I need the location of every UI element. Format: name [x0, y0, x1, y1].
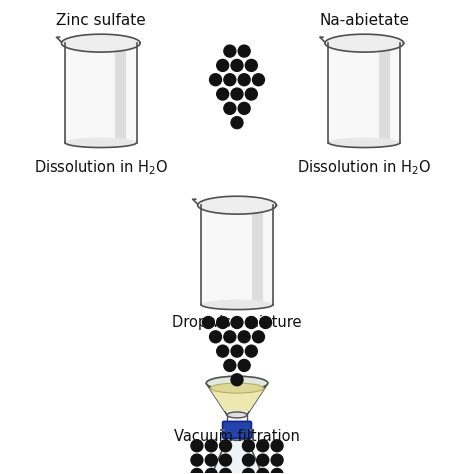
- Circle shape: [224, 359, 236, 372]
- Text: Dissolution in H$_2$O: Dissolution in H$_2$O: [34, 158, 168, 177]
- Circle shape: [257, 440, 269, 452]
- Circle shape: [191, 454, 203, 466]
- Polygon shape: [328, 43, 400, 143]
- Ellipse shape: [198, 196, 276, 214]
- Circle shape: [271, 454, 283, 466]
- Circle shape: [238, 331, 250, 343]
- Circle shape: [271, 440, 283, 452]
- Circle shape: [224, 331, 236, 343]
- Ellipse shape: [62, 34, 140, 52]
- Circle shape: [217, 345, 228, 357]
- Circle shape: [246, 317, 257, 328]
- Circle shape: [224, 74, 236, 86]
- Circle shape: [217, 59, 228, 72]
- Circle shape: [217, 88, 228, 100]
- Circle shape: [246, 88, 257, 100]
- Circle shape: [238, 74, 250, 86]
- Text: Zinc sulfate: Zinc sulfate: [56, 13, 146, 28]
- Circle shape: [205, 454, 217, 466]
- Circle shape: [219, 468, 231, 474]
- Circle shape: [224, 45, 236, 57]
- Text: Dissolution in H$_2$O: Dissolution in H$_2$O: [297, 158, 431, 177]
- Circle shape: [191, 440, 203, 452]
- Circle shape: [231, 374, 243, 386]
- Circle shape: [202, 317, 214, 328]
- Ellipse shape: [210, 383, 264, 393]
- Circle shape: [231, 345, 243, 357]
- Circle shape: [219, 440, 231, 452]
- Ellipse shape: [328, 137, 400, 147]
- Circle shape: [231, 88, 243, 100]
- Circle shape: [243, 468, 255, 474]
- Circle shape: [253, 74, 264, 86]
- Circle shape: [243, 440, 255, 452]
- Circle shape: [253, 331, 264, 343]
- Ellipse shape: [201, 300, 273, 310]
- Ellipse shape: [206, 376, 268, 390]
- Polygon shape: [65, 43, 137, 143]
- Circle shape: [231, 317, 243, 328]
- Circle shape: [238, 102, 250, 114]
- Ellipse shape: [65, 137, 137, 147]
- Ellipse shape: [227, 412, 247, 418]
- Polygon shape: [201, 205, 273, 305]
- Ellipse shape: [228, 433, 246, 440]
- Circle shape: [219, 454, 231, 466]
- Circle shape: [238, 359, 250, 372]
- Circle shape: [224, 102, 236, 114]
- Circle shape: [210, 331, 221, 343]
- Circle shape: [231, 117, 243, 128]
- Circle shape: [205, 440, 217, 452]
- Circle shape: [243, 454, 255, 466]
- Polygon shape: [210, 388, 264, 411]
- Ellipse shape: [325, 34, 404, 52]
- Text: Na-abietate: Na-abietate: [319, 13, 409, 28]
- Polygon shape: [185, 437, 289, 474]
- FancyBboxPatch shape: [223, 421, 251, 438]
- Circle shape: [257, 454, 269, 466]
- Polygon shape: [206, 383, 268, 415]
- Circle shape: [246, 345, 257, 357]
- Text: Vacuum filtration: Vacuum filtration: [174, 429, 300, 444]
- Circle shape: [257, 468, 269, 474]
- Circle shape: [217, 317, 228, 328]
- Circle shape: [246, 59, 257, 72]
- Text: Dropwise mixture: Dropwise mixture: [172, 315, 302, 329]
- Circle shape: [271, 468, 283, 474]
- Circle shape: [260, 317, 272, 328]
- Circle shape: [205, 468, 217, 474]
- Circle shape: [238, 45, 250, 57]
- Circle shape: [231, 59, 243, 72]
- Circle shape: [210, 74, 221, 86]
- Circle shape: [191, 468, 203, 474]
